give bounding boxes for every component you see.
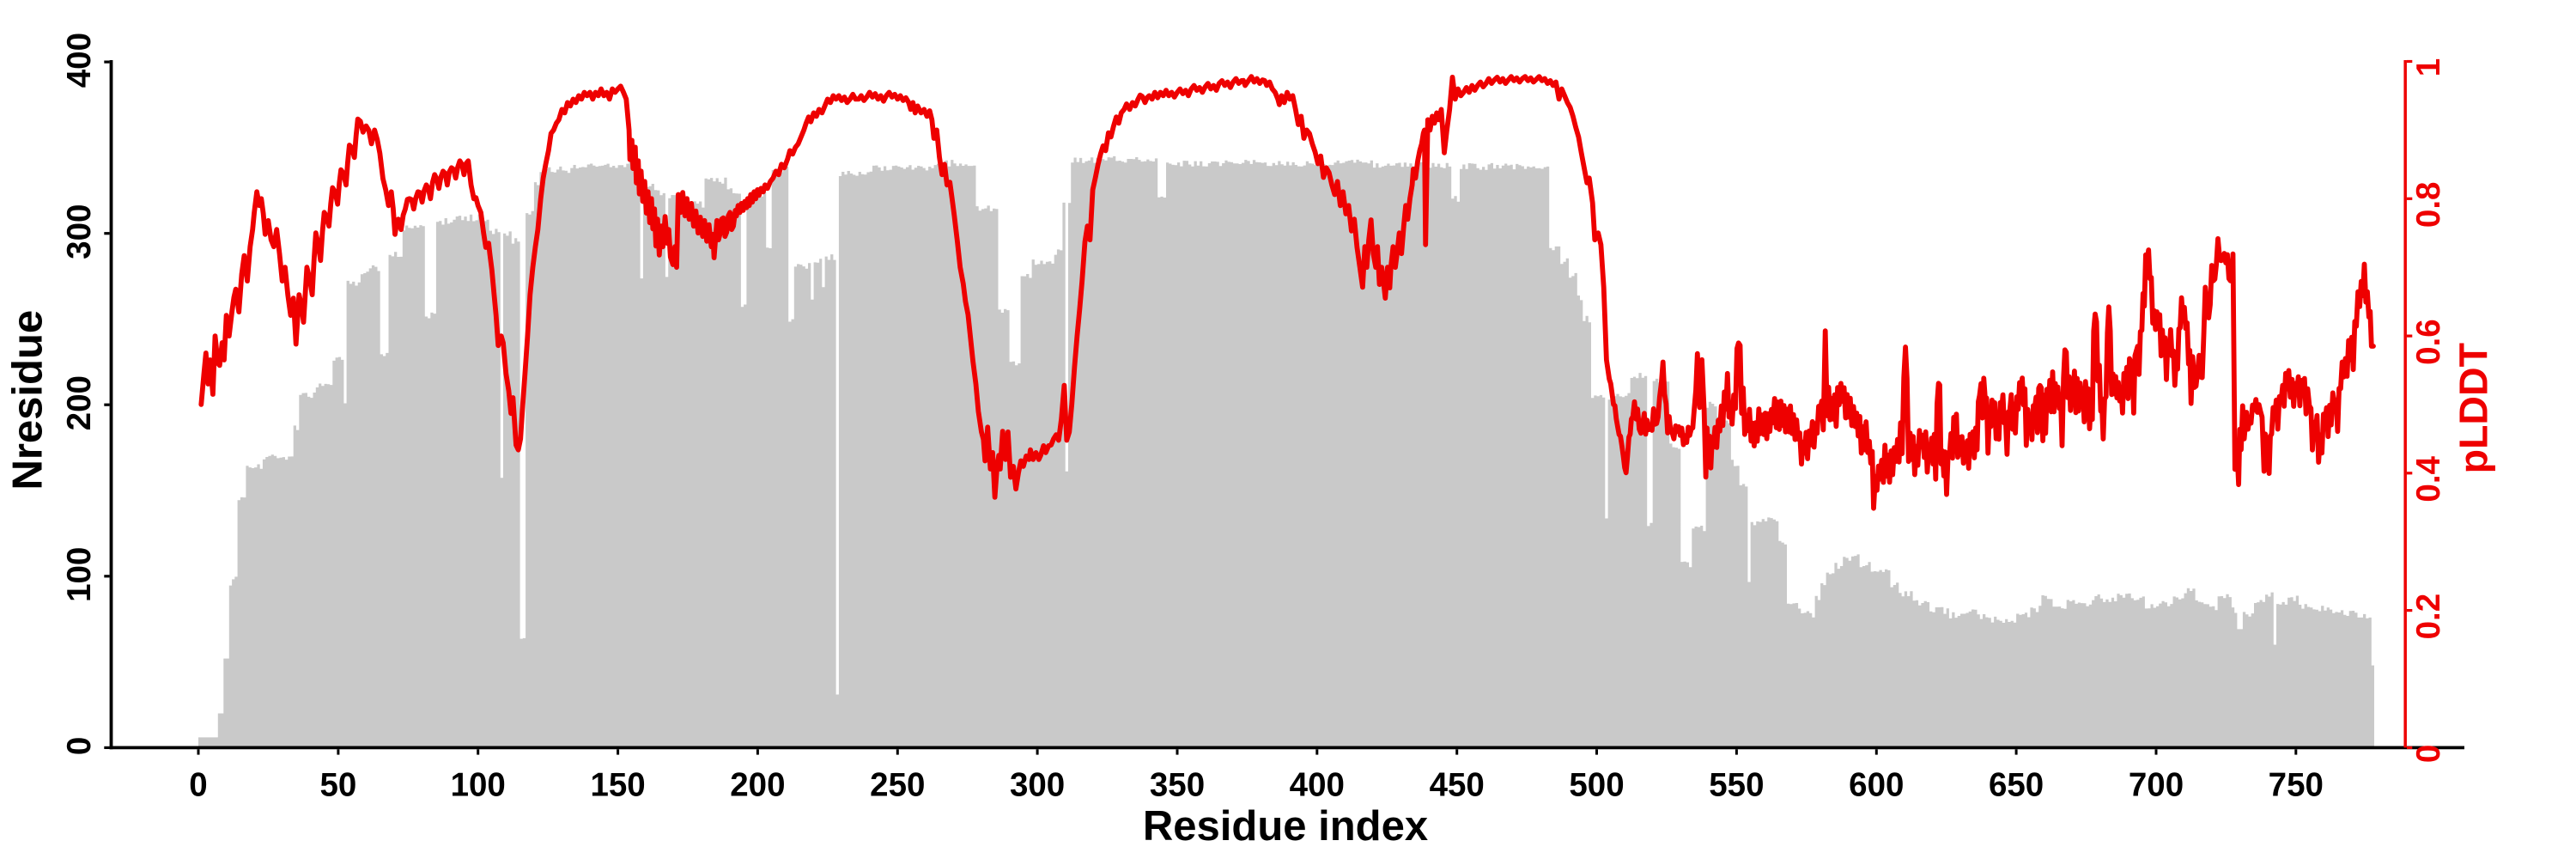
svg-text:100: 100 [61,547,98,602]
svg-text:750: 750 [2269,767,2324,804]
svg-text:200: 200 [730,767,785,804]
svg-text:700: 700 [2129,767,2184,804]
svg-text:200: 200 [61,375,98,430]
svg-text:1: 1 [2410,58,2447,76]
svg-text:0: 0 [2410,745,2447,763]
svg-text:250: 250 [870,767,925,804]
svg-text:400: 400 [61,33,98,88]
svg-text:600: 600 [1849,767,1904,804]
svg-text:300: 300 [1010,767,1065,804]
svg-text:450: 450 [1430,767,1485,804]
svg-text:0.8: 0.8 [2410,182,2447,228]
svg-text:0.4: 0.4 [2410,455,2447,502]
svg-text:500: 500 [1569,767,1624,804]
svg-text:100: 100 [451,767,506,804]
svg-text:400: 400 [1290,767,1345,804]
svg-text:650: 650 [1989,767,2044,804]
svg-text:pLDDT: pLDDT [2451,343,2495,473]
svg-text:0: 0 [61,737,98,755]
svg-text:50: 50 [319,767,356,804]
svg-text:550: 550 [1709,767,1764,804]
svg-text:0.6: 0.6 [2410,319,2447,365]
svg-text:Nresidue: Nresidue [4,310,51,490]
svg-text:150: 150 [590,767,645,804]
svg-text:300: 300 [61,204,98,259]
svg-text:Residue index: Residue index [1143,803,1428,850]
svg-text:350: 350 [1150,767,1205,804]
svg-text:0: 0 [189,767,207,804]
svg-text:0.2: 0.2 [2410,594,2447,640]
